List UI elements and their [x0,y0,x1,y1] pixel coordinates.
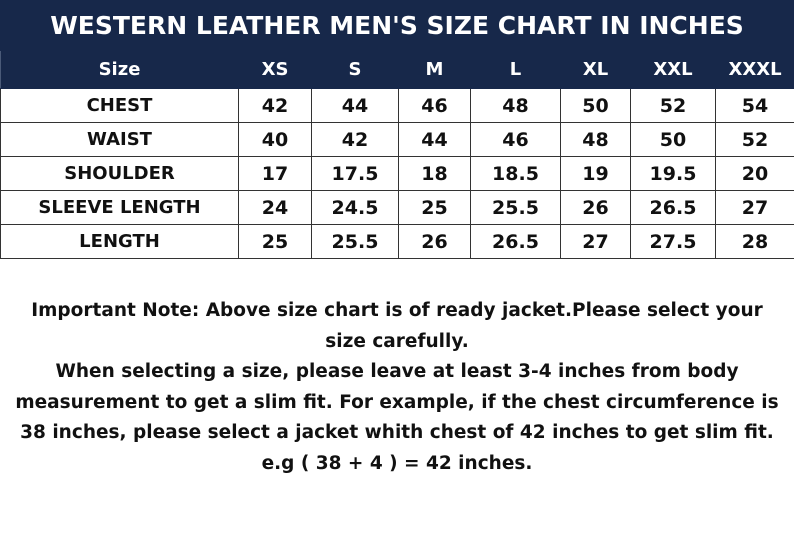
measurement-value: 26.5 [470,224,561,259]
measurement-value: 52 [630,88,716,123]
note-line: 38 inches, please select a jacket whith … [20,422,774,443]
measurement-value: 17.5 [311,156,399,191]
size-column-header: XXL [630,50,716,89]
measurement-value: 40 [238,122,312,157]
measurement-value: 18.5 [470,156,561,191]
note-line: measurement to get a slim fit. For examp… [15,391,779,413]
measurement-value: 50 [560,88,631,123]
measurement-value: 27 [560,224,631,259]
measurement-value: 24 [238,190,312,225]
measurement-value: 27 [715,190,794,225]
measurement-value: 25.5 [311,224,399,259]
size-table: Size XS S M L XL XXL XXXL CHEST 42 44 46 48 50 52 54 WA… [0,50,794,259]
table-row: LENGTH 25 25.5 26 26.5 27 27.5 28 [0,224,794,259]
measurement-value: 25.5 [470,190,561,225]
measurement-label: CHEST [0,88,239,123]
measurement-value: 44 [311,88,399,123]
measurement-value: 50 [630,122,716,157]
size-column-header: S [311,50,399,89]
note-line: When selecting a size, please leave at l… [55,361,739,382]
table-row: SHOULDER 17 17.5 18 18.5 19 19.5 20 [0,156,794,191]
table-row: CHEST 42 44 46 48 50 52 54 [0,88,794,123]
measurement-value: 25 [238,224,312,259]
important-note: Important Note: Above size chart is of r… [0,296,794,479]
measurement-value: 52 [715,122,794,157]
measurement-value: 48 [470,88,561,123]
header-row: Size XS S M L XL XXL XXXL [0,50,794,89]
measurement-value: 46 [470,122,561,157]
measurement-value: 19.5 [630,156,716,191]
note-line: Important Note: Above size chart is of r… [31,300,763,321]
measurement-value: 26 [398,224,471,259]
measurement-value: 48 [560,122,631,157]
measurement-label: LENGTH [0,224,239,259]
measurement-label: WAIST [0,122,239,157]
size-column-header: XL [560,50,631,89]
note-line: size carefully. [325,330,469,352]
measurement-value: 26 [560,190,631,225]
measurement-value: 18 [398,156,471,191]
measurement-value: 27.5 [630,224,716,259]
measurement-value: 42 [311,122,399,157]
measurement-value: 28 [715,224,794,259]
size-column-header: L [470,50,561,89]
measurement-value: 42 [238,88,312,123]
measurement-label: SLEEVE LENGTH [0,190,239,225]
measurement-value: 20 [715,156,794,191]
measurement-label: SHOULDER [0,156,239,191]
measurement-value: 25 [398,190,471,225]
measurement-value: 46 [398,88,471,123]
size-column-header: M [398,50,471,89]
size-column-header: XS [238,50,312,89]
size-header: Size [0,50,239,89]
measurement-value: 26.5 [630,190,716,225]
table-row: WAIST 40 42 44 46 48 50 52 [0,122,794,157]
size-column-header: XXXL [715,50,794,89]
measurement-value: 19 [560,156,631,191]
chart-title: WESTERN LEATHER MEN'S SIZE CHART IN INCH… [0,0,794,50]
measurement-value: 24.5 [311,190,399,225]
note-line: e.g ( 38 + 4 ) = 42 inches. [261,452,533,474]
measurement-value: 54 [715,88,794,123]
measurement-value: 17 [238,156,312,191]
table-row: SLEEVE LENGTH 24 24.5 25 25.5 26 26.5 27 [0,190,794,225]
measurement-value: 44 [398,122,471,157]
